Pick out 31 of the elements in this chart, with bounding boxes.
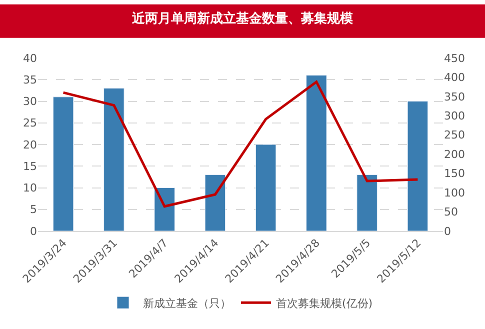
bar <box>306 75 327 231</box>
y2-tick-label: 0 <box>444 224 451 238</box>
y2-tick-label: 350 <box>444 90 465 104</box>
y2-tick-label: 200 <box>444 148 465 161</box>
y2-tick-label: 450 <box>444 52 465 65</box>
y-tick-label: 5 <box>30 203 37 216</box>
y-tick-label: 40 <box>23 52 37 65</box>
bar <box>154 188 175 231</box>
y2-tick-label: 50 <box>444 206 458 219</box>
y2-tick-label: 300 <box>444 110 465 123</box>
bar <box>255 144 276 231</box>
y-tick-label: 35 <box>23 73 37 86</box>
y-tick-label: 30 <box>23 95 37 108</box>
line-series <box>62 80 419 208</box>
bar <box>52 96 74 231</box>
y2-tick-label: 150 <box>444 167 465 180</box>
y-tick-label: 0 <box>30 224 37 238</box>
y2-tick-label: 250 <box>444 128 465 142</box>
y-tick-label: 10 <box>23 182 37 195</box>
legend-label: 新成立基金（只） <box>143 296 231 310</box>
bar <box>204 174 226 231</box>
y-tick-label: 15 <box>23 160 37 173</box>
bar <box>104 88 124 231</box>
y2-tick-label: 400 <box>444 71 465 84</box>
y-tick-label: 25 <box>23 116 37 130</box>
chart-title: 近两月单周新成立基金数量、募集规模 <box>131 10 353 27</box>
bar <box>407 101 428 231</box>
y-tick-label: 20 <box>23 138 37 152</box>
bar <box>356 174 378 231</box>
legend-label: 首次募集规模(亿份) <box>276 296 373 310</box>
y2-tick-label: 100 <box>444 186 465 200</box>
